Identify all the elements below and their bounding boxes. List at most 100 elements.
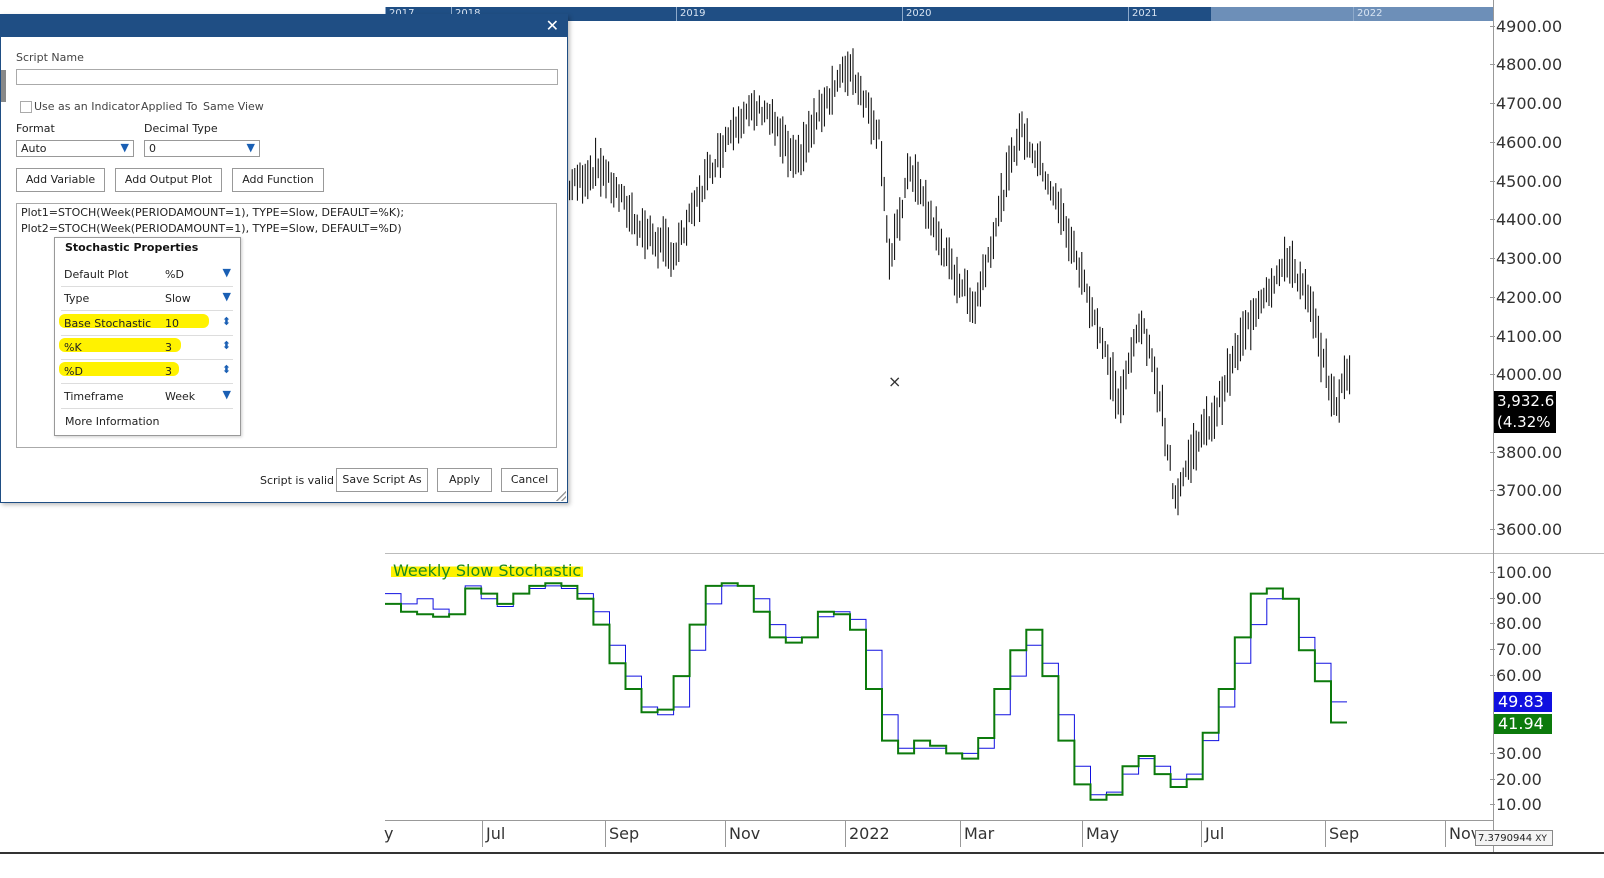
crosshair-cursor-icon: × — [888, 372, 902, 391]
decimal-type-select[interactable]: 0 ▼ — [144, 140, 260, 157]
spinner-icon[interactable]: ⬍ — [221, 339, 231, 352]
prop-value[interactable]: 3 — [165, 365, 172, 378]
highlight-mark — [59, 314, 209, 328]
applied-to-label: Applied To — [141, 100, 198, 113]
add-output-plot-button[interactable]: Add Output Plot — [115, 168, 222, 192]
prop-value[interactable]: 3 — [165, 341, 172, 354]
cancel-button[interactable]: Cancel — [501, 468, 558, 492]
spinner-icon[interactable]: ⬍ — [221, 363, 231, 376]
script-name-input[interactable] — [16, 69, 558, 85]
stoch-axis-label: 80.00 — [1490, 614, 1542, 633]
stoch-axis-label: 30.00 — [1490, 744, 1542, 763]
prop-row-default-plot[interactable]: Default Plot %D ▼ — [61, 262, 233, 287]
price-axis-label: 4100.00 — [1489, 327, 1563, 346]
spinner-icon[interactable]: ⬍ — [221, 315, 231, 328]
chevron-down-icon[interactable]: ▼ — [222, 266, 231, 279]
indicator-title[interactable]: Weekly Slow Stochastic — [391, 561, 584, 580]
close-icon[interactable]: ✕ — [545, 16, 559, 35]
add-variable-button[interactable]: Add Variable — [16, 168, 105, 192]
prop-name: %D — [64, 365, 83, 378]
last-price-change: (4.32% — [1497, 413, 1551, 431]
chevron-down-icon: ▼ — [246, 141, 255, 154]
d-series-line[interactable] — [385, 582, 1347, 801]
prop-value: Week — [165, 390, 196, 403]
prop-name: %K — [64, 341, 82, 354]
prop-row-d[interactable]: %D 3 ⬍ — [59, 359, 233, 384]
price-axis[interactable]: 4900.00 4800.00 4700.00 4600.00 4500.00 … — [1489, 0, 1604, 876]
coordinate-readout[interactable]: 7.3790944 XY — [1475, 830, 1553, 846]
decimal-type-value: 0 — [149, 142, 156, 155]
script-dialog[interactable]: ✕ Script Name Use as an Indicator Applie… — [0, 14, 568, 503]
prop-row-k[interactable]: %K 3 ⬍ — [59, 335, 233, 360]
prop-value[interactable]: 10 — [165, 317, 179, 330]
prop-name: Base Stochastic — [64, 317, 152, 330]
month-label: Nov — [725, 821, 760, 847]
resize-grip-icon[interactable] — [556, 491, 566, 501]
price-axis-label: 4600.00 — [1489, 133, 1563, 152]
price-axis-label: 4200.00 — [1489, 288, 1563, 307]
month-label: y — [384, 824, 394, 843]
price-axis-label: 3600.00 — [1489, 520, 1563, 539]
price-axis-label: 4500.00 — [1489, 172, 1563, 191]
stoch-axis-label: 10.00 — [1490, 795, 1542, 814]
chart-area[interactable]: 2017 2018 2019 2020 2021 2022 × Weekly S… — [384, 0, 1604, 876]
month-label: Mar — [960, 821, 994, 847]
price-axis-label: 3700.00 — [1489, 481, 1563, 500]
coordinate-mode: XY — [1535, 834, 1547, 844]
format-label: Format — [16, 122, 55, 135]
prop-name: Type — [64, 292, 90, 305]
prop-row-timeframe[interactable]: Timeframe Week ▼ — [61, 384, 233, 409]
applied-to-value: Same View — [203, 100, 264, 113]
last-price-badge: 3,932.6 (4.32% — [1494, 391, 1556, 433]
prop-value: Slow — [165, 292, 191, 305]
navigator-selection[interactable] — [1211, 7, 1493, 21]
price-axis-label: 4700.00 — [1489, 94, 1563, 113]
script-editor[interactable]: Plot1=STOCH(Week(PERIODAMOUNT=1), TYPE=S… — [16, 203, 557, 448]
code-line[interactable]: Plot1=STOCH(Week(PERIODAMOUNT=1), TYPE=S… — [21, 206, 405, 219]
stoch-axis-label: 90.00 — [1490, 589, 1542, 608]
properties-title: Stochastic Properties — [65, 241, 199, 254]
format-select[interactable]: Auto ▼ — [16, 140, 134, 157]
d-value-badge: 41.94 — [1494, 714, 1552, 734]
price-plot[interactable] — [385, 21, 1493, 553]
prop-row-base-stochastic[interactable]: Base Stochastic 10 ⬍ — [59, 311, 233, 336]
code-line[interactable]: Plot2=STOCH(Week(PERIODAMOUNT=1), TYPE=S… — [21, 222, 402, 235]
price-axis-label: 4400.00 — [1489, 210, 1563, 229]
price-axis-label: 4000.00 — [1489, 365, 1563, 384]
time-axis[interactable]: y Jul Sep Nov 2022 Mar May Jul Sep Nov — [384, 820, 1493, 851]
chevron-down-icon[interactable]: ▼ — [222, 290, 231, 303]
bottom-strip — [0, 852, 1604, 878]
month-label: 2022 — [845, 821, 890, 847]
month-label: Sep — [1325, 821, 1359, 847]
stochastic-plot[interactable] — [385, 558, 1493, 820]
script-status: Script is valid — [260, 474, 335, 487]
pane-divider[interactable] — [385, 553, 1604, 554]
month-label: Nov — [1445, 821, 1480, 847]
prop-row-type[interactable]: Type Slow ▼ — [61, 286, 233, 311]
price-axis-label: 4900.00 — [1489, 17, 1563, 36]
highlight-mark — [59, 338, 181, 352]
format-value: Auto — [21, 142, 47, 155]
stoch-axis-label: 100.00 — [1490, 563, 1552, 582]
prop-name: Timeframe — [64, 390, 124, 403]
save-script-as-button[interactable]: Save Script As — [336, 468, 428, 492]
stochastic-properties-popup[interactable]: Stochastic Properties Default Plot %D ▼ … — [54, 237, 241, 436]
time-navigator[interactable]: 2017 2018 2019 2020 2021 2022 — [385, 7, 1493, 21]
month-label: Jul — [482, 821, 505, 847]
more-information-link[interactable]: More Information — [65, 415, 160, 428]
prop-value: %D — [165, 268, 184, 281]
left-panel-stub — [1, 70, 6, 102]
navigator-year: 2019 — [676, 7, 705, 21]
month-label: Sep — [605, 821, 639, 847]
add-function-button[interactable]: Add Function — [232, 168, 324, 192]
price-axis-label: 3800.00 — [1489, 443, 1563, 462]
use-as-indicator-checkbox[interactable] — [20, 101, 32, 113]
last-price-value: 3,932.6 — [1497, 392, 1555, 410]
apply-button[interactable]: Apply — [437, 468, 492, 492]
dialog-titlebar[interactable]: ✕ — [1, 15, 567, 37]
prop-name: Default Plot — [64, 268, 129, 281]
navigator-year: 2021 — [1128, 7, 1157, 21]
decimal-type-label: Decimal Type — [144, 122, 218, 135]
chevron-down-icon[interactable]: ▼ — [222, 388, 231, 401]
price-axis-label: 4800.00 — [1489, 55, 1563, 74]
